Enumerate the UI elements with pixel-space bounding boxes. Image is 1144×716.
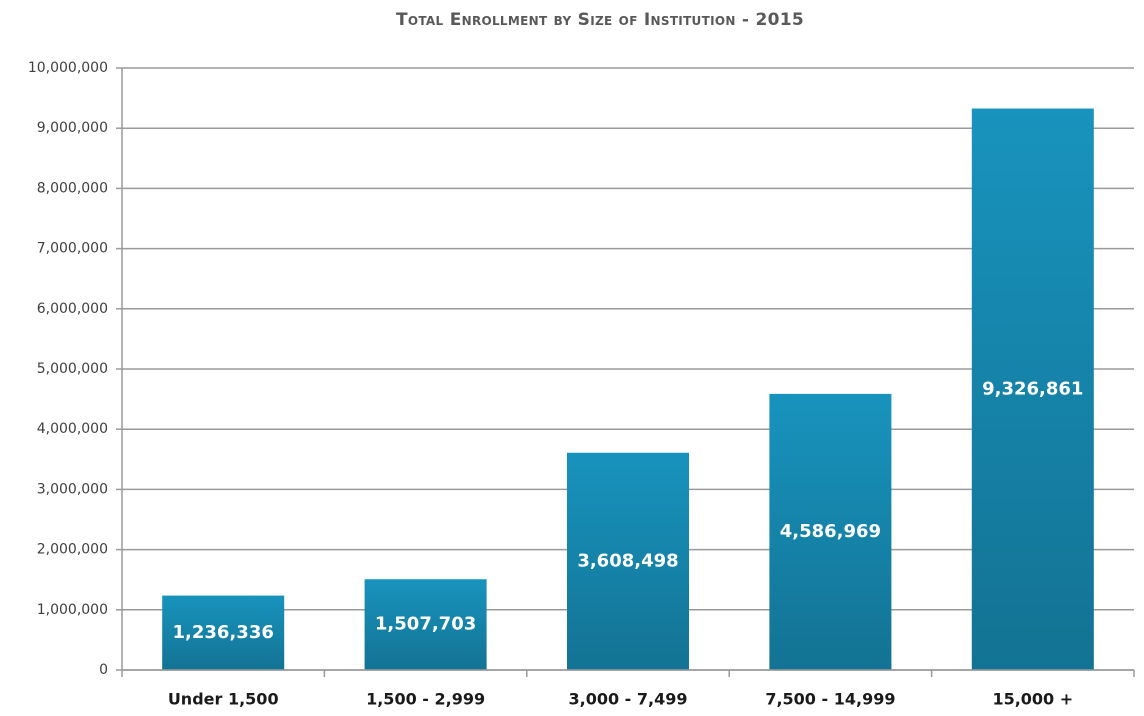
bar-shading xyxy=(567,452,689,670)
y-tick-label: 5,000,000 xyxy=(37,361,108,377)
y-tick-label: 8,000,000 xyxy=(37,180,108,196)
y-tick-label: 9,000,000 xyxy=(37,120,108,136)
bar-shading xyxy=(769,393,892,670)
y-tick-label: 3,000,000 xyxy=(37,481,108,497)
chart-title: Total Enrollment by Size of Institution … xyxy=(396,10,804,30)
x-tick-label: 3,000 - 7,499 xyxy=(569,690,688,709)
value-label: 1,507,703 xyxy=(375,614,476,635)
value-label: 1,236,336 xyxy=(173,622,274,643)
y-tick-label: 7,000,000 xyxy=(37,241,108,257)
y-tick-label: 6,000,000 xyxy=(37,301,108,317)
y-tick-label: 10,000,000 xyxy=(28,60,108,76)
y-tick-label: 0 xyxy=(99,662,108,678)
x-tick-label: Under 1,500 xyxy=(168,690,279,709)
x-tick-label: 15,000 + xyxy=(992,690,1073,709)
value-label: 3,608,498 xyxy=(577,550,678,571)
y-tick-label: 4,000,000 xyxy=(37,421,108,437)
bar-shading xyxy=(162,595,285,670)
value-label: 4,586,969 xyxy=(780,521,881,542)
bar-shading xyxy=(971,108,1094,671)
x-tick-label: 7,500 - 14,999 xyxy=(765,690,895,709)
bar-shading xyxy=(364,579,487,670)
y-tick-label: 2,000,000 xyxy=(37,542,108,558)
y-tick-label: 1,000,000 xyxy=(37,602,108,618)
x-tick-label: 1,500 - 2,999 xyxy=(366,690,485,709)
value-label: 9,326,861 xyxy=(982,378,1083,399)
